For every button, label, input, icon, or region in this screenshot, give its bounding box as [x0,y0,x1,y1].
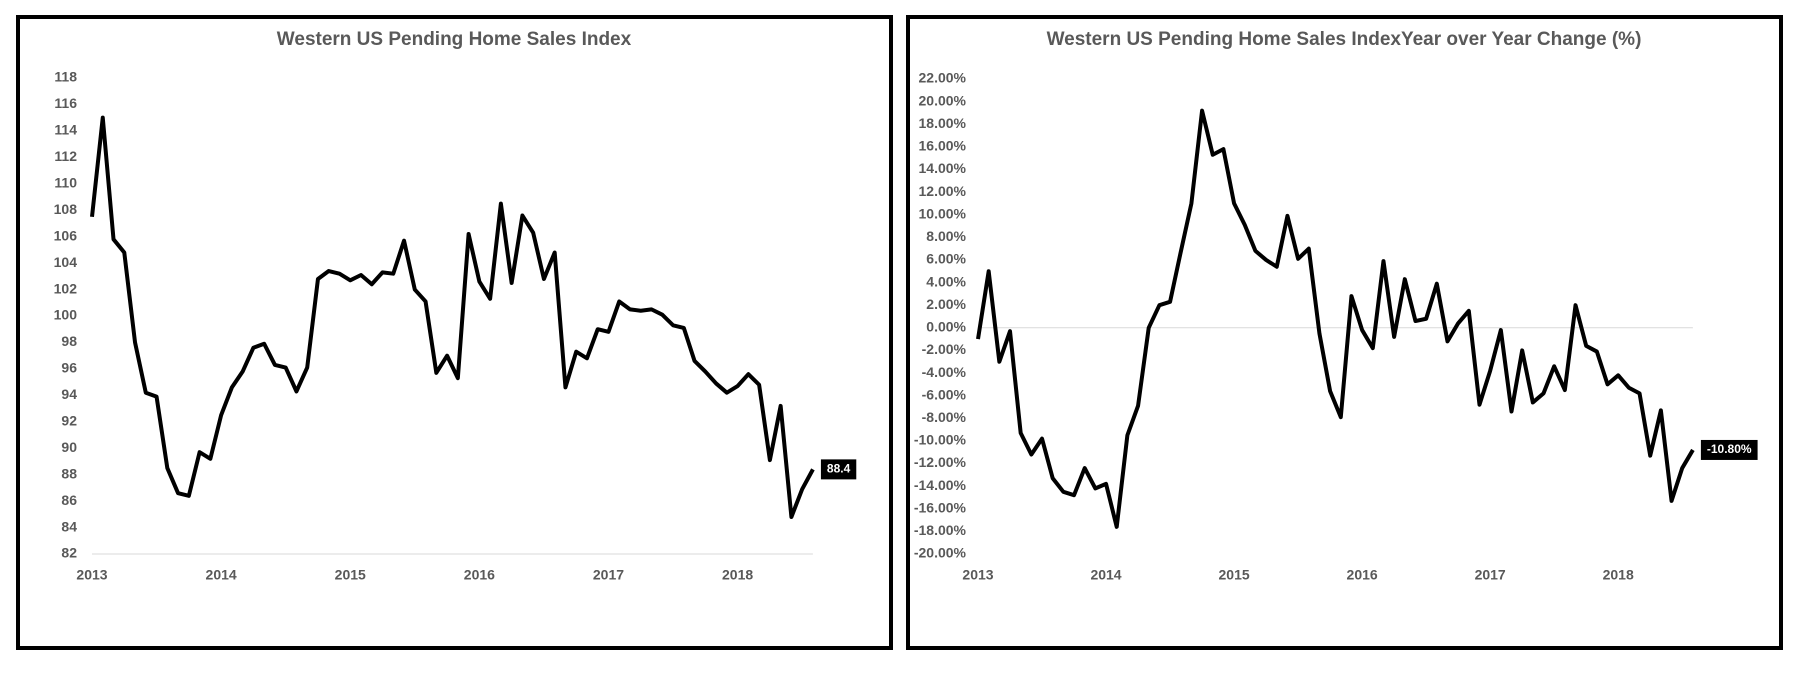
y-tick-label: 10.00% [919,205,967,221]
y-tick-label: -20.00% [914,545,967,561]
y-tick-label: 84 [61,518,77,534]
line [976,108,1695,529]
y-tick-label: -6.00% [922,386,967,402]
x-tick-label: 2014 [1090,567,1121,583]
chart-title: Western US Pending Home Sales IndexYear … [1047,29,1642,50]
y-tick-label: 114 [54,122,77,138]
data-label: 88.4 [827,462,851,476]
data-label-box [820,459,857,480]
y-tick-label: -2.00% [922,341,967,357]
y-tick-label: 14.00% [919,160,967,176]
y-tick-label: 112 [54,148,77,164]
y-tick-label: 8.00% [926,228,966,244]
y-tick-label: 102 [54,280,78,296]
x-tick-label: 2016 [464,567,495,583]
y-tick-label: -16.00% [914,499,967,515]
x-tick-label: 2018 [1603,567,1634,583]
y-tick-label: 106 [54,227,78,243]
y-tick-label: 92 [61,412,77,428]
y-tick-label: 20.00% [919,92,967,108]
data-label-box [1700,439,1758,460]
chart-title: Western US Pending Home Sales Index [277,29,632,50]
x-tick-label: 2013 [76,567,107,583]
x-tick-label: 2014 [206,567,237,583]
y-tick-label: 16.00% [919,138,967,154]
y-tick-label: 96 [61,360,77,376]
y-tick-label: 82 [61,545,77,561]
y-tick-label: 118 [54,69,77,85]
y-tick-label: 12.00% [919,183,967,199]
data-label: -10.80% [1707,442,1752,456]
x-tick-label: 2013 [962,567,993,583]
y-tick-label: 104 [54,254,78,270]
x-tick-label: 2016 [1347,567,1378,583]
y-tick-label: 100 [54,307,78,323]
y-tick-label: 90 [61,439,77,455]
y-tick-label: -10.00% [914,432,967,448]
y-tick-label: 86 [61,492,77,508]
y-tick-label: 98 [61,333,77,349]
x-tick-label: 2018 [722,567,753,583]
y-tick-label: -18.00% [914,522,967,538]
y-tick-label: 4.00% [926,273,966,289]
x-tick-label: 2015 [1219,567,1250,583]
chart-frame [16,15,893,650]
line [90,115,815,519]
y-tick-label: 94 [61,386,77,402]
y-tick-label: 0.00% [926,319,966,335]
chart-frame [906,15,1783,650]
x-tick-label: 2017 [593,567,624,583]
y-tick-label: 88 [61,465,77,481]
y-tick-label: 18.00% [919,115,967,131]
x-tick-label: 2017 [1475,567,1506,583]
y-tick-label: -14.00% [914,477,967,493]
y-tick-label: -8.00% [922,409,967,425]
x-tick-label: 2015 [335,567,366,583]
y-tick-label: 116 [54,95,77,111]
y-tick-label: -12.00% [914,454,967,470]
y-tick-label: 22.00% [919,70,967,86]
y-tick-label: 108 [54,201,78,217]
y-tick-label: 6.00% [926,251,966,267]
y-tick-label: 110 [54,174,77,190]
y-tick-label: 2.00% [926,296,966,312]
y-tick-label: -4.00% [922,364,967,380]
